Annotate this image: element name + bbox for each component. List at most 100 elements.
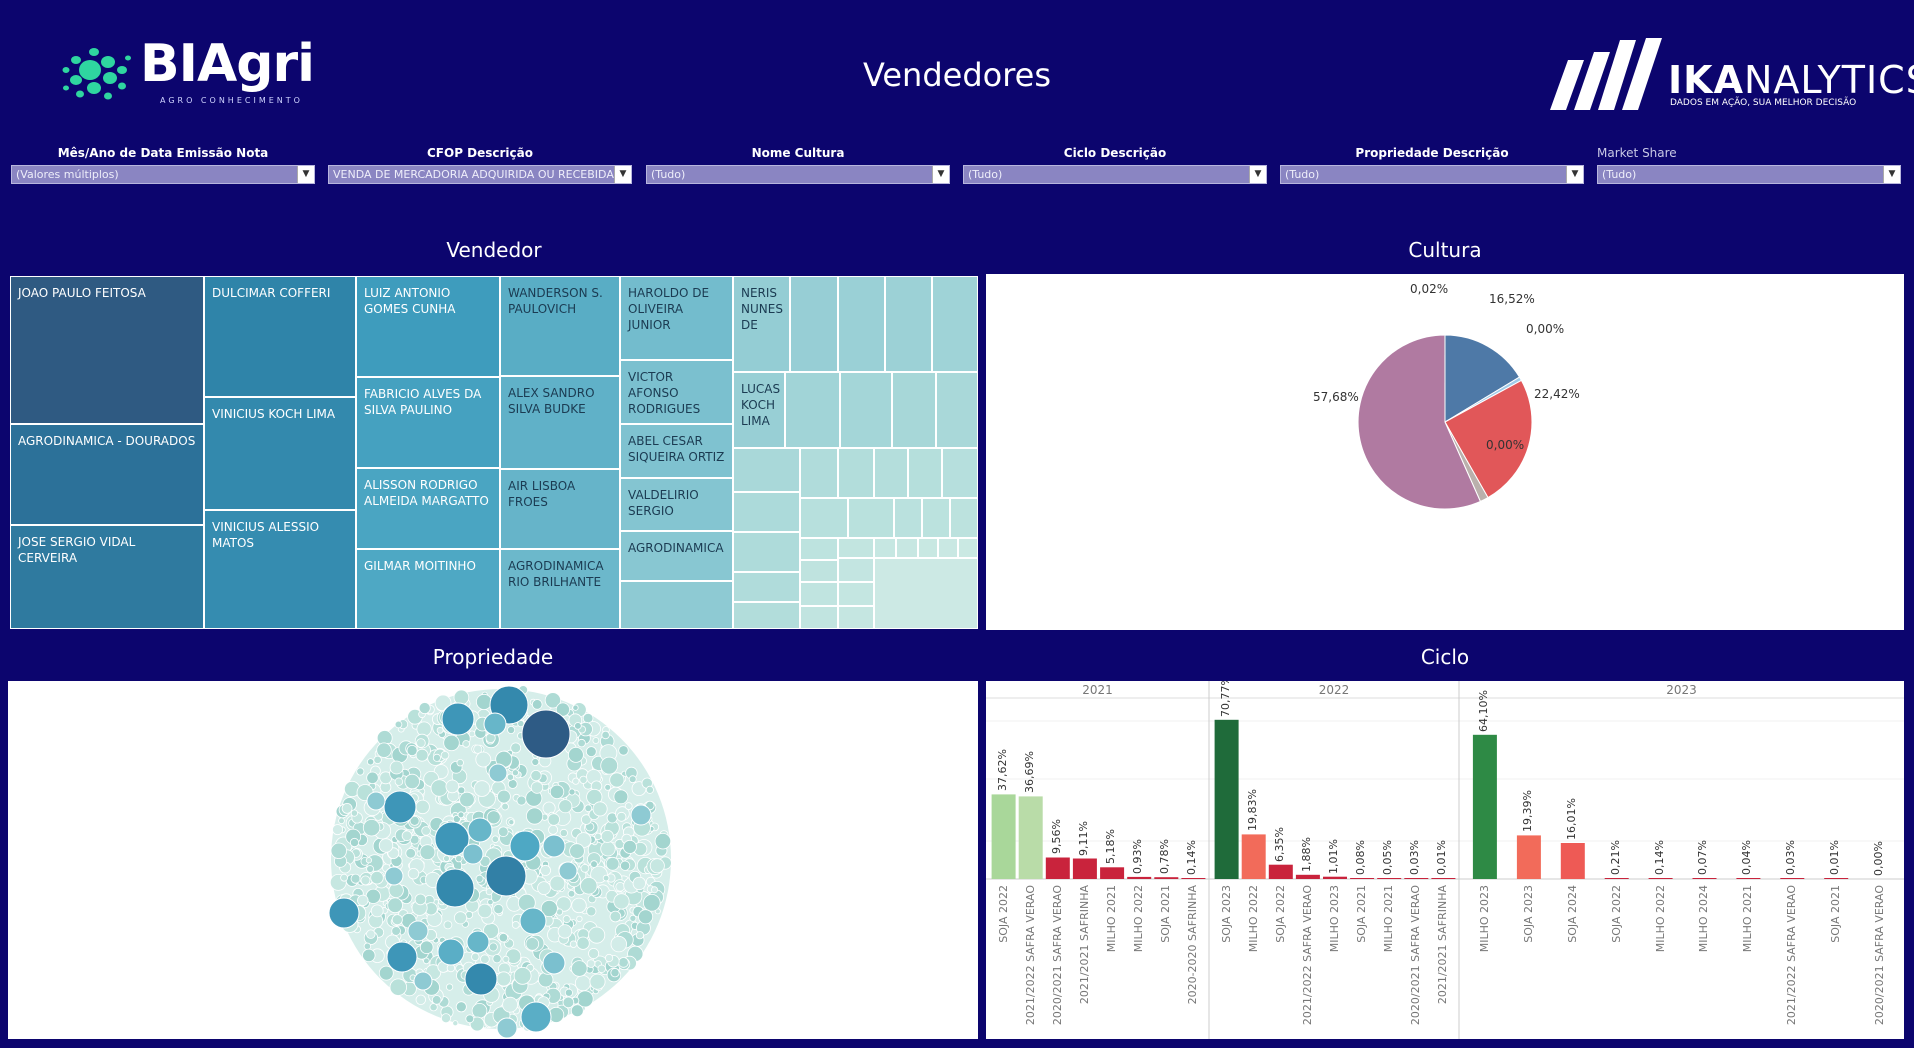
bar[interactable] <box>1516 835 1541 879</box>
bubble[interactable] <box>542 834 566 858</box>
bubble[interactable] <box>590 860 598 868</box>
dropdown-caret-icon[interactable]: ▼ <box>932 166 949 183</box>
treemap-cell[interactable] <box>785 372 840 448</box>
bar[interactable] <box>1692 878 1717 879</box>
bubble[interactable] <box>586 906 597 917</box>
bubble[interactable] <box>604 783 612 791</box>
treemap-cell[interactable] <box>892 372 936 448</box>
treemap-cell[interactable] <box>942 448 978 498</box>
bubble[interactable] <box>521 709 571 759</box>
dropdown-caret-icon[interactable]: ▼ <box>1566 166 1583 183</box>
treemap-cell[interactable] <box>894 498 922 538</box>
treemap-cell[interactable] <box>936 372 978 448</box>
bar[interactable] <box>1648 878 1673 879</box>
treemap-cell[interactable] <box>918 538 938 558</box>
bubble[interactable] <box>506 773 514 781</box>
bubble[interactable] <box>432 753 441 762</box>
bubble[interactable] <box>434 821 470 857</box>
bubble[interactable] <box>332 824 344 836</box>
bubble[interactable] <box>483 712 507 736</box>
bubble[interactable] <box>649 858 665 874</box>
bubble[interactable] <box>604 953 614 963</box>
treemap-cell[interactable] <box>874 558 978 629</box>
bubble[interactable] <box>569 843 585 859</box>
bubble[interactable] <box>378 838 394 853</box>
bubble[interactable] <box>414 893 427 906</box>
bubble[interactable] <box>485 855 527 897</box>
treemap-cell[interactable] <box>874 448 908 498</box>
bar[interactable] <box>1350 878 1375 879</box>
bubble[interactable] <box>576 990 594 1008</box>
bubble[interactable] <box>618 745 629 756</box>
bubble[interactable] <box>635 931 645 940</box>
bubble[interactable] <box>567 890 576 898</box>
pie-slice[interactable] <box>1444 379 1533 499</box>
bubble[interactable] <box>613 893 630 910</box>
bubble[interactable] <box>602 874 610 882</box>
treemap-cell[interactable]: DULCIMAR COFFERI <box>204 276 356 397</box>
bar[interactable] <box>1824 878 1849 879</box>
bubble[interactable] <box>537 881 551 896</box>
bubble[interactable] <box>383 790 417 824</box>
treemap-cell[interactable] <box>908 448 942 498</box>
bubble[interactable] <box>642 894 661 912</box>
bubble[interactable] <box>600 829 614 843</box>
bubble[interactable] <box>605 856 620 871</box>
bubble[interactable] <box>597 964 606 973</box>
treemap-cell[interactable] <box>733 492 800 532</box>
bubble[interactable] <box>589 973 606 990</box>
bubble[interactable] <box>600 756 619 775</box>
bubble[interactable] <box>572 777 580 785</box>
bubble[interactable] <box>569 940 578 948</box>
bubble[interactable] <box>572 704 579 711</box>
bubble[interactable] <box>384 866 404 886</box>
bubble[interactable] <box>577 738 586 748</box>
bubble[interactable] <box>431 995 442 1005</box>
bubble[interactable] <box>580 877 598 895</box>
bubble[interactable] <box>365 857 372 864</box>
bar[interactable] <box>1323 876 1347 879</box>
treemap-cell[interactable]: HAROLDO DE OLIVEIRA JUNIOR <box>620 276 733 360</box>
bubble[interactable] <box>445 779 460 794</box>
bubble[interactable] <box>609 772 625 788</box>
bubble[interactable] <box>370 904 384 918</box>
bubble[interactable] <box>413 971 433 991</box>
treemap-cell[interactable]: WANDERSON S. PAULOVICH <box>500 276 620 376</box>
bubble[interactable] <box>473 744 483 754</box>
bubble[interactable] <box>487 898 494 906</box>
bubble[interactable] <box>419 844 436 861</box>
bubble[interactable] <box>508 819 515 826</box>
bubble[interactable] <box>615 882 625 892</box>
filter-dropdown-propriedade[interactable]: (Tudo) ▼ <box>1280 165 1584 184</box>
bubble[interactable] <box>468 730 476 738</box>
treemap-cell[interactable] <box>733 448 800 492</box>
bubble[interactable] <box>437 938 465 966</box>
bubble[interactable] <box>360 875 371 886</box>
treemap-cell[interactable]: ALEX SANDRO SILVA BUDKE <box>500 376 620 469</box>
bubble[interactable] <box>580 814 592 825</box>
treemap-cell[interactable]: VALDELIRIO SERGIO <box>620 478 733 531</box>
treemap-cell[interactable] <box>800 606 838 629</box>
treemap-cell[interactable]: LUCAS KOCH LIMA <box>733 372 785 448</box>
bubble[interactable] <box>464 962 498 996</box>
bubble[interactable] <box>586 959 596 968</box>
bubble[interactable] <box>440 751 450 760</box>
bubble[interactable] <box>391 914 403 926</box>
bubble[interactable] <box>387 897 403 914</box>
treemap-cell[interactable] <box>733 602 800 629</box>
bubble[interactable] <box>498 932 509 943</box>
bubble[interactable] <box>544 692 562 709</box>
bubble[interactable] <box>549 875 566 892</box>
bubble[interactable] <box>480 954 490 965</box>
treemap-cell[interactable] <box>922 498 950 538</box>
bubble[interactable] <box>601 730 610 740</box>
bubble[interactable] <box>510 742 522 754</box>
bubble[interactable] <box>459 791 475 808</box>
bar[interactable] <box>1295 874 1320 879</box>
bubble[interactable] <box>366 771 379 785</box>
bubble[interactable] <box>651 886 659 894</box>
bar[interactable] <box>1072 858 1097 880</box>
dropdown-caret-icon[interactable]: ▼ <box>1249 166 1266 183</box>
filter-dropdown-cfop[interactable]: VENDA DE MERCADORIA ADQUIRIDA OU RECEBID… <box>328 165 632 184</box>
bubble[interactable] <box>525 807 544 825</box>
